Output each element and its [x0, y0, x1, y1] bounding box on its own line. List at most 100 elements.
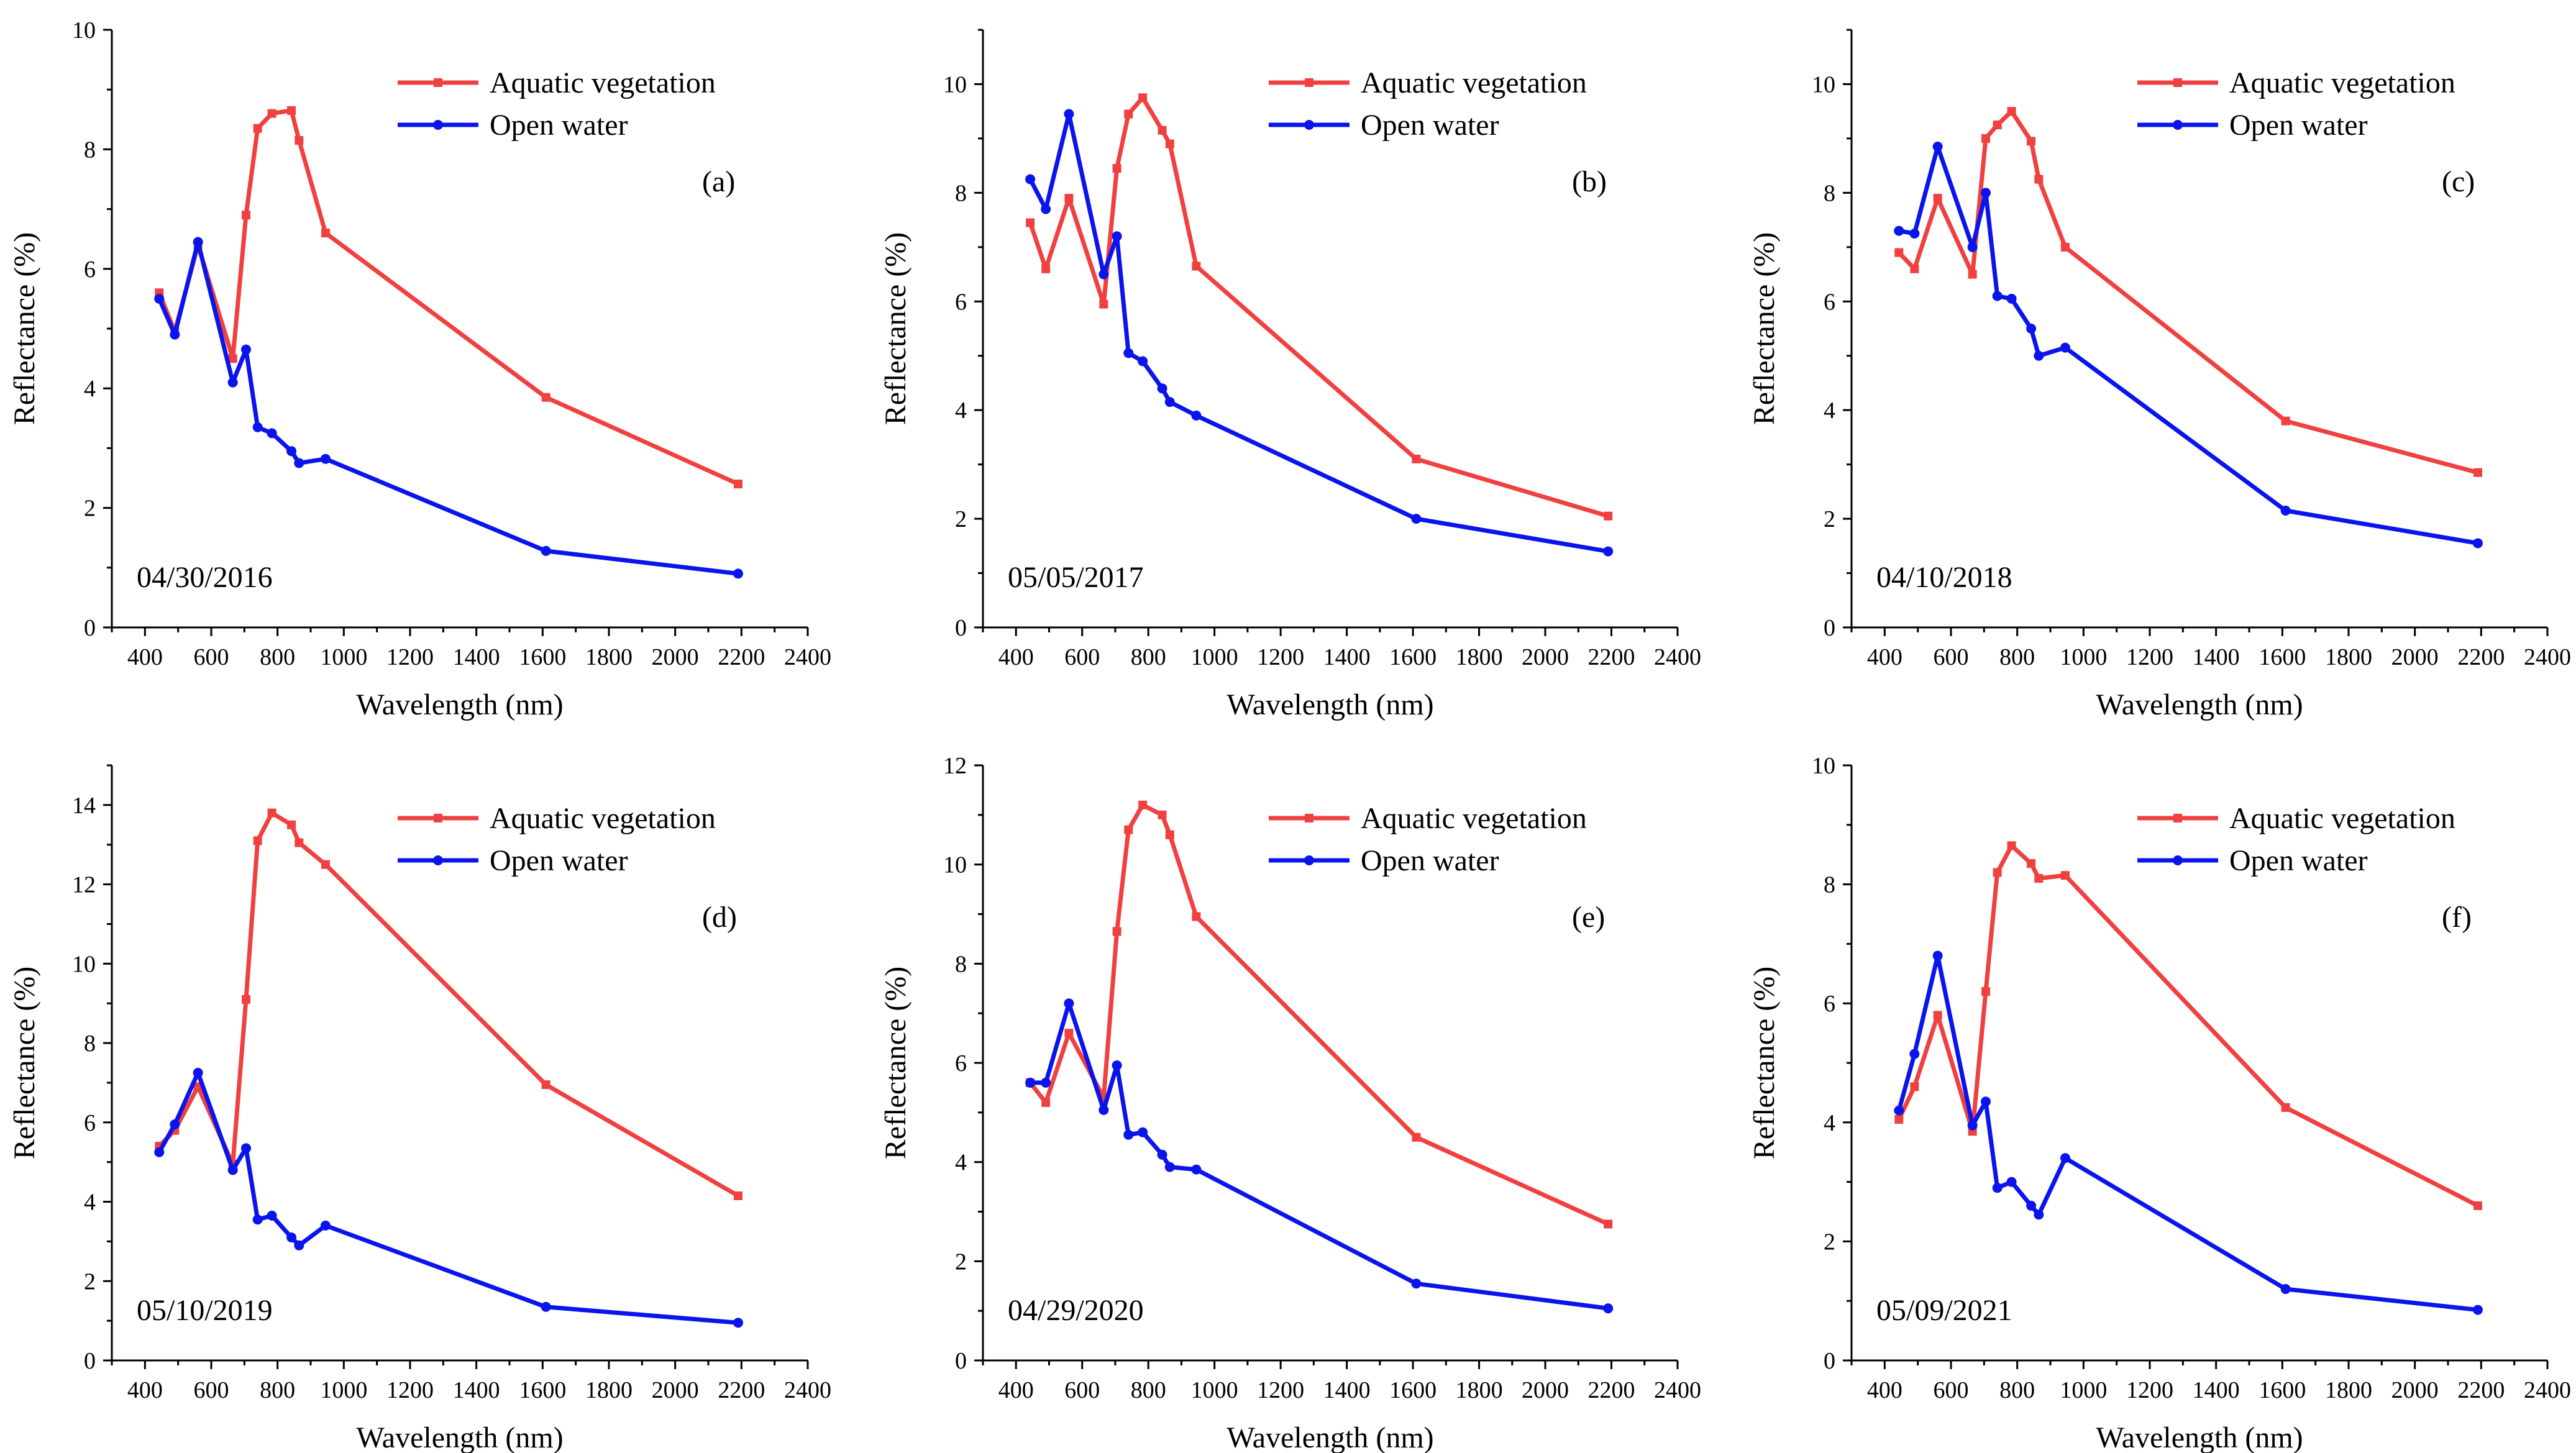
data-point — [193, 237, 203, 247]
legend-marker — [2173, 120, 2183, 130]
chart-panel: 400 600 800 1000 1200 1400 1600 1800 2000 2200 240… — [1748, 29, 2571, 721]
series-line-open-water — [1030, 1001, 1609, 1311]
y-tick-label: 10 — [72, 951, 96, 977]
x-tick-label: 400 — [1867, 644, 1902, 670]
x-tick-label: 600 — [1064, 1377, 1100, 1403]
x-tick-label: 1200 — [1257, 644, 1304, 670]
data-point — [1992, 291, 2003, 301]
x-tick-label: 1600 — [2259, 1377, 2306, 1403]
data-point — [1064, 998, 1074, 1009]
data-point — [294, 458, 304, 468]
data-point — [1112, 1060, 1122, 1070]
panel-label: (f) — [2442, 901, 2472, 934]
x-axis-title: Wavelength (nm) — [356, 688, 563, 721]
x-tick-label: 2200 — [2457, 1377, 2505, 1403]
data-point — [321, 453, 331, 464]
y-tick-label: 4 — [955, 1150, 967, 1176]
x-tick-label: 600 — [1934, 1377, 1969, 1403]
x-tick-label: 800 — [1131, 644, 1166, 670]
x-axis-title: Wavelength (nm) — [1226, 688, 1433, 721]
x-tick-label: 400 — [127, 1377, 163, 1403]
x-tick-label: 2200 — [718, 1377, 765, 1403]
legend-label: Open water — [1361, 844, 1499, 877]
data-point — [2061, 871, 2070, 880]
data-point — [1191, 410, 1202, 421]
data-point — [1968, 270, 1977, 279]
data-point — [1123, 1129, 1134, 1140]
legend-label: Aquatic vegetation — [490, 66, 716, 99]
y-tick-label: 2 — [955, 1249, 967, 1275]
data-point — [242, 211, 250, 220]
data-point — [1894, 225, 1904, 236]
legend-marker — [2173, 78, 2182, 87]
x-tick-label: 1800 — [2325, 644, 2372, 670]
data-point — [1124, 109, 1133, 119]
data-point — [1157, 383, 1167, 394]
y-tick-label: 4 — [1824, 398, 1835, 424]
y-tick-label: 6 — [1824, 991, 1835, 1017]
y-tick-label: 4 — [84, 376, 96, 402]
data-point — [2280, 1284, 2291, 1295]
data-point — [2473, 1305, 2483, 1315]
date-label: 05/10/2019 — [137, 1294, 273, 1327]
data-point — [1165, 830, 1174, 839]
x-tick-label: 1200 — [2126, 1377, 2173, 1403]
data-point — [321, 1220, 331, 1231]
data-point — [170, 1119, 180, 1129]
x-tick-label: 1200 — [386, 1377, 434, 1403]
y-tick-label: 4 — [84, 1190, 96, 1216]
legend-label: Open water — [2229, 109, 2368, 142]
y-tick-label: 10 — [943, 71, 967, 98]
x-tick-label: 2200 — [1588, 1377, 1635, 1403]
legend-marker — [434, 78, 442, 87]
data-point — [1411, 514, 1422, 524]
x-tick-label: 2400 — [784, 1377, 831, 1403]
x-tick-label: 1800 — [585, 644, 633, 670]
data-point — [1910, 264, 1919, 273]
data-point — [170, 329, 180, 340]
legend-marker — [1305, 78, 1313, 87]
data-point — [1025, 1077, 1036, 1088]
y-tick-label: 0 — [1824, 615, 1835, 641]
date-label: 05/05/2017 — [1008, 561, 1144, 594]
panel-label: (b) — [1572, 165, 1607, 198]
x-axis-title: Wavelength (nm) — [1226, 1421, 1433, 1453]
x-tick-label: 400 — [1867, 1377, 1902, 1403]
data-point — [2034, 175, 2044, 184]
x-tick-label: 1200 — [1257, 1377, 1304, 1403]
data-point — [241, 1143, 251, 1154]
data-point — [294, 1240, 304, 1250]
x-tick-label: 1600 — [2259, 644, 2306, 670]
y-tick-label: 8 — [1824, 872, 1835, 898]
y-tick-label: 8 — [955, 951, 967, 977]
data-point — [1157, 1149, 1167, 1160]
data-point — [2281, 1103, 2290, 1112]
date-label: 04/30/2016 — [137, 561, 273, 594]
data-point — [733, 568, 743, 579]
data-point — [2027, 859, 2036, 868]
data-point — [1098, 269, 1109, 280]
x-tick-label: 800 — [1131, 1377, 1166, 1403]
data-point — [287, 820, 296, 829]
y-tick-label: 2 — [1824, 1229, 1835, 1255]
x-tick-label: 1200 — [386, 644, 434, 670]
series-line-open-water — [1898, 144, 2478, 545]
x-tick-label: 2200 — [2457, 644, 2505, 670]
x-tick-label: 2200 — [718, 644, 765, 670]
legend-label: Open water — [490, 844, 628, 877]
data-point — [1993, 868, 2002, 877]
data-point — [267, 808, 276, 818]
y-axis-title: Reflectance (%) — [879, 967, 912, 1159]
x-tick-label: 1000 — [2060, 1377, 2107, 1403]
data-point — [1894, 248, 1904, 257]
y-tick-label: 4 — [1824, 1110, 1835, 1136]
data-point — [321, 229, 330, 238]
data-point — [1191, 1164, 1202, 1175]
data-point — [1894, 1115, 1904, 1124]
data-point — [2473, 468, 2482, 477]
data-point — [241, 344, 251, 355]
panel-label: (c) — [2442, 165, 2475, 198]
legend-label: Aquatic vegetation — [2229, 802, 2455, 835]
x-tick-label: 1200 — [2126, 644, 2173, 670]
